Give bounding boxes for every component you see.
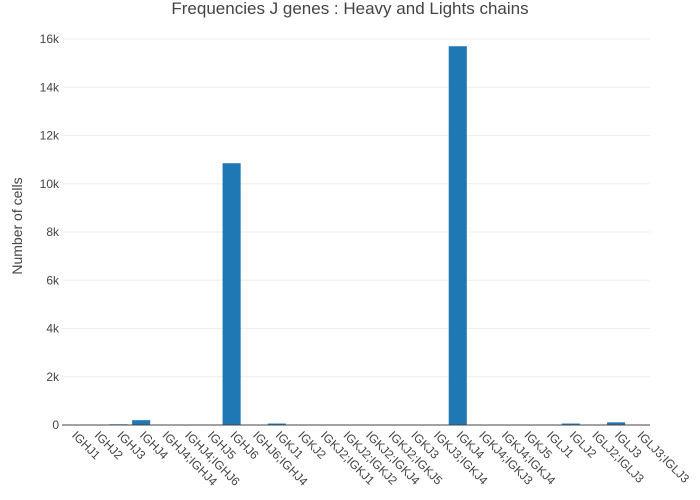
y-tick-label: 14k — [40, 80, 60, 94]
bar-igkj4 — [448, 46, 467, 426]
y-axis-label: Number of cells — [9, 177, 25, 274]
chart-title: Frequencies J genes : Heavy and Lights c… — [171, 0, 528, 18]
y-tick-label: 8k — [46, 225, 60, 239]
y-tick-label: 4k — [46, 322, 60, 336]
y-tick-label: 6k — [46, 273, 60, 287]
y-axis-ticks: 0 2k 4k 6k 8k 10k 12k 14k 16k — [40, 32, 60, 432]
bar-ighj4 — [132, 420, 151, 425]
y-tick-label: 0 — [52, 418, 59, 432]
x-axis-ticks: IGHJ1IGHJ2IGHJ3IGHJ4IGHJ4;IGHJ4IGHJ4;IGH… — [69, 428, 692, 489]
bar-iglj2 — [561, 423, 580, 425]
bar-ighj6 — [222, 163, 241, 425]
gridlines — [62, 38, 650, 378]
bar-igkj1 — [267, 423, 286, 425]
bars — [64, 46, 648, 426]
y-tick-label: 2k — [46, 370, 60, 384]
y-tick-label: 12k — [40, 129, 60, 143]
y-tick-label: 10k — [40, 177, 60, 191]
y-tick-label: 16k — [40, 32, 60, 46]
bar-iglj3 — [607, 422, 626, 425]
